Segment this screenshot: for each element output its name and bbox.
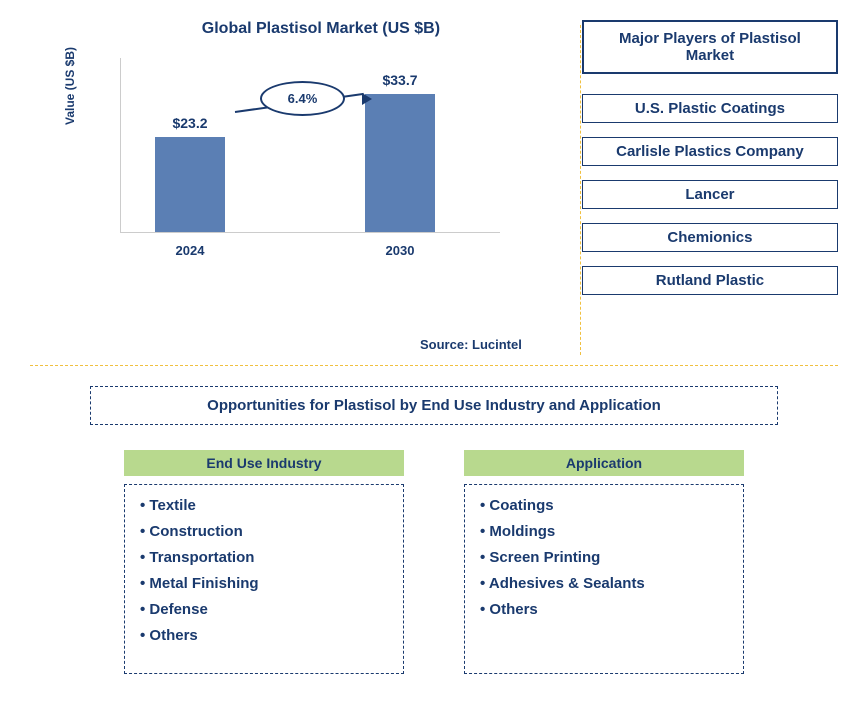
list-item: Moldings: [480, 523, 728, 540]
player-item: Lancer: [582, 180, 838, 209]
bar-2030: $33.7: [365, 94, 435, 232]
list-item: Adhesives & Sealants: [480, 575, 728, 592]
end-use-header: End Use Industry: [124, 450, 404, 476]
horizontal-divider: [30, 365, 838, 366]
x-label-2030: 2030: [365, 243, 435, 258]
list-item: Textile: [140, 497, 388, 514]
bar-chart: Value (US $B) $23.2 $33.7 2024 2030 6.4%: [120, 58, 500, 258]
list-item: Defense: [140, 601, 388, 618]
application-column: Application Coatings Moldings Screen Pri…: [464, 450, 744, 674]
bar-2024: $23.2: [155, 137, 225, 232]
player-item: Chemionics: [582, 223, 838, 252]
list-item: Construction: [140, 523, 388, 540]
players-column: Major Players of Plastisol Market U.S. P…: [572, 20, 838, 360]
opportunities-title: Opportunities for Plastisol by End Use I…: [90, 386, 778, 425]
list-item: Metal Finishing: [140, 575, 388, 592]
arrow-head-icon: [362, 93, 372, 105]
growth-rate-badge: 6.4%: [260, 81, 345, 116]
list-item: Screen Printing: [480, 549, 728, 566]
top-section: Global Plastisol Market (US $B) Value (U…: [30, 20, 838, 360]
bar-value-2024: $23.2: [155, 115, 225, 131]
end-use-list: Textile Construction Transportation Meta…: [124, 484, 404, 674]
players-title: Major Players of Plastisol Market: [582, 20, 838, 74]
x-label-2024: 2024: [155, 243, 225, 258]
growth-arrow: 6.4%: [235, 93, 370, 128]
opportunities-section: End Use Industry Textile Construction Tr…: [30, 450, 838, 674]
y-axis-line: [120, 58, 121, 233]
application-list: Coatings Moldings Screen Printing Adhesi…: [464, 484, 744, 674]
player-item: Rutland Plastic: [582, 266, 838, 295]
vertical-divider: [580, 25, 581, 355]
list-item: Coatings: [480, 497, 728, 514]
y-axis-label: Value (US $B): [63, 47, 77, 125]
player-item: Carlisle Plastics Company: [582, 137, 838, 166]
application-header: Application: [464, 450, 744, 476]
end-use-column: End Use Industry Textile Construction Tr…: [124, 450, 404, 674]
chart-column: Global Plastisol Market (US $B) Value (U…: [30, 20, 572, 360]
bar-value-2030: $33.7: [365, 72, 435, 88]
list-item: Transportation: [140, 549, 388, 566]
x-axis-line: [120, 232, 500, 233]
source-text: Source: Lucintel: [420, 337, 522, 352]
list-item: Others: [140, 627, 388, 644]
chart-title: Global Plastisol Market (US $B): [70, 20, 572, 38]
player-item: U.S. Plastic Coatings: [582, 94, 838, 123]
infographic-container: Global Plastisol Market (US $B) Value (U…: [0, 0, 868, 719]
list-item: Others: [480, 601, 728, 618]
